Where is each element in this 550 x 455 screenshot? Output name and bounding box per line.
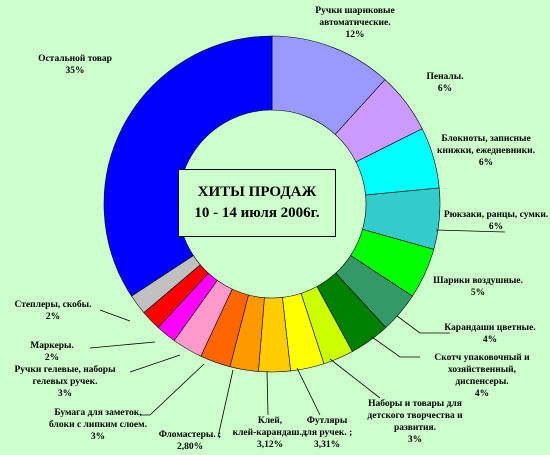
slice-16	[103, 35, 273, 297]
chart-leader-lines	[89, 229, 506, 438]
slice-label-6: Скотч упаковочный и хозяйственный, диспенс…	[434, 352, 530, 399]
leader-line-7	[329, 358, 381, 399]
slice-label-9: Клей, клей-карандаш. ; 3,12%	[233, 415, 308, 450]
chart-slices	[103, 35, 441, 373]
leader-line-10	[217, 369, 234, 438]
slice-label-4: Шарики воздушные. 5%	[433, 276, 523, 298]
slice-label-10: Фломастеры. ; 2,80%	[159, 430, 221, 452]
chart-title-line-2: 10 - 14 июля 2006г.	[194, 205, 320, 221]
leader-line-11	[140, 363, 205, 416]
slice-label-5: Карандаши цветные. 4%	[444, 323, 535, 345]
leader-line-6	[371, 336, 420, 358]
slice-label-16: Остальной товар 35%	[38, 53, 112, 76]
slice-label-8: Футляры для ручек. ; 3,31%	[302, 416, 353, 450]
chart-title-line-1: ХИТЫ ПРОДАЖ	[197, 184, 317, 200]
chart-title-box: ХИТЫ ПРОДАЖ 10 - 14 июля 2006г.	[178, 169, 336, 237]
slice-label-11: Бумага для заметок, блоки с липким слоем.…	[49, 408, 147, 442]
slice-label-2: Блокноты, записные книжки, ежедневники. 6%	[437, 134, 535, 168]
leader-line-12	[129, 354, 181, 373]
leader-line-13	[89, 341, 156, 349]
chart-labels: Ручки шариковые автоматические. 12% Пеналы.…	[15, 6, 549, 452]
leader-line-5	[396, 315, 450, 334]
leader-line-8	[296, 367, 321, 416]
slice-label-12: Ручки гелевые, наборы гелевых ручек. 3%	[15, 364, 117, 399]
leader-line-9	[266, 370, 269, 416]
slice-label-13: Маркеры. 2%	[30, 341, 74, 363]
slice-label-14: Степлеры, скобы. 2%	[15, 299, 92, 322]
slice-label-3: Рюкзаки, ранцы, сумки. 6%	[444, 210, 548, 232]
slice-label-7: Наборы и товары для детского творчества и…	[367, 398, 463, 445]
slice-label-1: Пеналы. 6%	[426, 72, 463, 94]
leader-line-3	[435, 229, 506, 233]
leader-line-14	[99, 309, 131, 322]
slice-label-0: Ручки шариковые автоматические. 12%	[315, 6, 394, 40]
